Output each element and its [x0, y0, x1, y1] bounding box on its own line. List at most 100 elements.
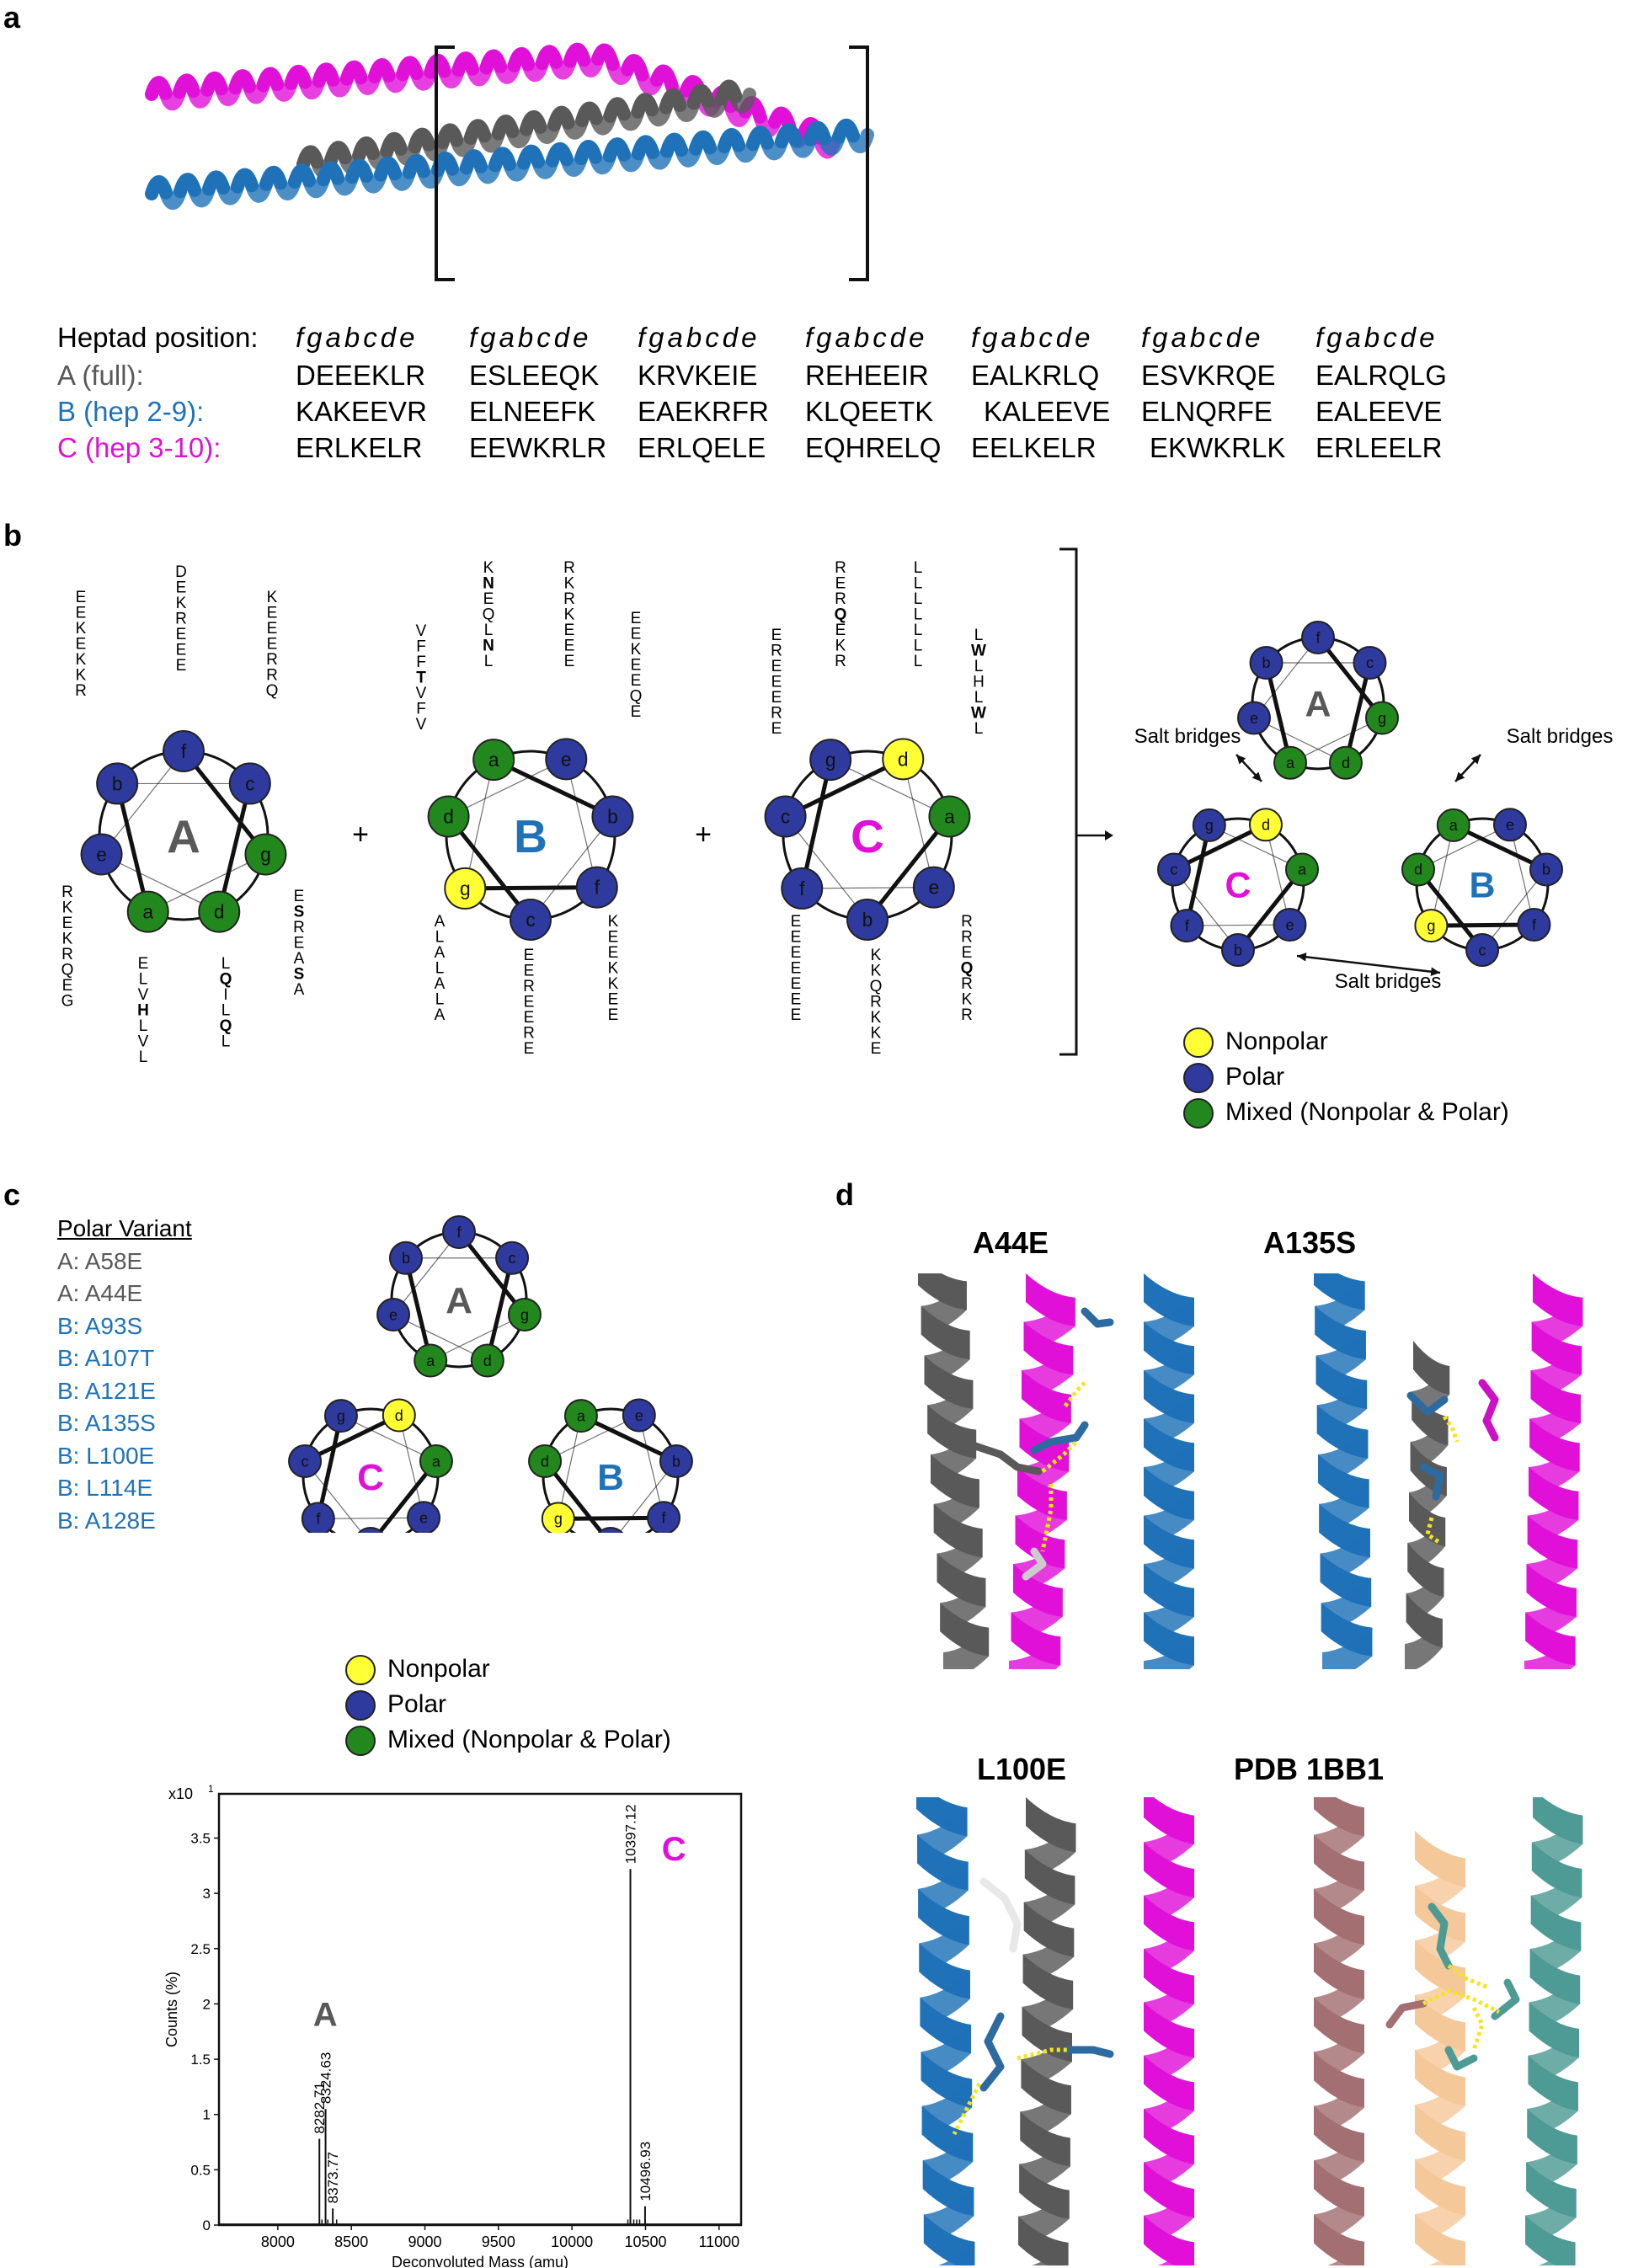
residue-a-node: [1436, 808, 1470, 842]
svg-text:L: L: [974, 627, 984, 644]
residue-position-label: b: [1262, 654, 1271, 671]
heptad-sequence: DEEEKLR: [296, 360, 426, 391]
svg-text:R: R: [75, 682, 87, 700]
svg-text:E: E: [608, 1006, 619, 1024]
residue-b-node: [388, 1241, 423, 1275]
residue-b-node: [1249, 645, 1283, 680]
heptad-sequence: EQHRELQ: [805, 432, 942, 463]
x-axis-label: Deconvoluted Mass (amu): [392, 2254, 568, 2268]
peak-label: 10397.12: [623, 1804, 639, 1864]
panel-a-label: a: [3, 0, 21, 35]
svg-text:I: I: [223, 986, 227, 1004]
legend-label: Polar: [387, 1690, 447, 1718]
structure-image-l100e: [916, 1797, 1194, 2265]
residue-position-label: d: [898, 748, 909, 770]
residue-e-node: [1236, 701, 1271, 735]
panel-b-legend-nonpolar: Nonpolar: [1183, 1027, 1328, 1059]
heptad-sequence: EALRQLG: [1315, 360, 1447, 391]
svg-text:Q: Q: [220, 1017, 232, 1035]
residue-position-label: f: [1532, 916, 1537, 933]
x-tick-label: 9000: [408, 2233, 441, 2250]
heptad-header-label: Heptad position:: [57, 322, 259, 353]
svg-text:L: L: [974, 658, 984, 675]
wheel-a: f c g d a e b A: [80, 730, 287, 933]
svg-text:L: L: [914, 590, 923, 608]
svg-text:T: T: [416, 670, 426, 687]
y-tick-label: 3: [203, 1886, 211, 1902]
legend-label: Mixed (Nonpolar & Polar): [1225, 1098, 1509, 1126]
svg-text:E: E: [267, 636, 278, 654]
svg-text:D: D: [175, 563, 187, 581]
residue-position-label: a: [1449, 817, 1459, 834]
residue-f-node: [1301, 621, 1335, 654]
hydrogen-bond: [1442, 1415, 1460, 1443]
svg-text:K: K: [564, 606, 575, 624]
heptad-sequence: ELNEEFK: [469, 396, 596, 427]
svg-text:E: E: [524, 994, 535, 1011]
residue-f-node: [1517, 908, 1551, 942]
svg-text:K: K: [608, 960, 619, 978]
residue-c-node: [495, 1241, 530, 1275]
residue-g-node: [507, 1297, 542, 1331]
residue-position-label: f: [595, 876, 600, 898]
y-tick-label: 3.5: [190, 1831, 211, 1847]
residue-position-label: d: [541, 1453, 549, 1470]
residue-position-label: b: [607, 805, 618, 827]
side-chain-stick: [1022, 1547, 1047, 1581]
hydrogen-bond: [1040, 1484, 1054, 1552]
heptad-positions: fgabcde: [1315, 322, 1438, 353]
panel-c-label: c: [3, 1177, 21, 1212]
svg-text:V: V: [138, 986, 149, 1004]
svg-text:E: E: [791, 975, 802, 993]
structure-image-pdb-1bb1: [1314, 1797, 1583, 2265]
helix-a-ribbon: [1032, 2242, 1069, 2265]
residue-position-label: d: [483, 1353, 492, 1369]
variant-item: A: A44E: [57, 1280, 143, 1306]
svg-text:L: L: [435, 991, 445, 1009]
y-tick-label: 0.5: [190, 2162, 211, 2178]
residue-b-node: [96, 762, 139, 805]
svg-text:L: L: [139, 1049, 148, 1066]
residue-a-node: [928, 795, 971, 838]
bracket: [1059, 547, 1078, 1056]
svg-text:E: E: [267, 620, 278, 638]
helix-1bb1-ribbon-2: [1428, 2241, 1465, 2265]
residue-b-node: [591, 795, 634, 838]
heptad-sequence: EALKRLQ: [971, 360, 1100, 391]
svg-text:E: E: [791, 991, 802, 1009]
residue-position-label: a: [577, 1407, 586, 1424]
residue-position-label: e: [1285, 916, 1294, 933]
trimer-wheel-b: e b f c g d a B: [1401, 808, 1564, 967]
residue-f-node: [781, 867, 824, 910]
hydrogen-bond: [1041, 1440, 1078, 1473]
svg-text:R: R: [563, 559, 575, 577]
svg-text:R: R: [266, 651, 278, 669]
side-chain-stick: [1428, 1902, 1453, 1970]
svg-text:R: R: [835, 559, 846, 577]
svg-text:W: W: [971, 705, 986, 723]
x-tick-label: 8500: [334, 2233, 368, 2250]
wheel-helix-label: A: [1305, 685, 1331, 725]
x-tick-label: 11000: [698, 2233, 739, 2250]
svg-text:E: E: [631, 703, 642, 721]
residue-b-node: [846, 899, 889, 941]
residue-position-label: g: [825, 749, 836, 771]
panel-c-legend-polar: Polar: [345, 1690, 446, 1721]
nonpolar-swatch-icon: [345, 1655, 376, 1686]
structure-title-a44e: A44E: [973, 1225, 1049, 1260]
svg-text:R: R: [771, 705, 782, 723]
residue-a-node: [1285, 852, 1320, 887]
svg-text:E: E: [524, 1009, 535, 1027]
svg-text:Q: Q: [630, 688, 643, 706]
residue-position-label: g: [460, 878, 471, 899]
peak-annotation: A: [313, 1997, 338, 2034]
residue-position-label: g: [1378, 710, 1386, 727]
residue-f-node: [163, 730, 205, 772]
plus-sign: +: [695, 819, 712, 851]
svg-text:F: F: [416, 701, 426, 718]
